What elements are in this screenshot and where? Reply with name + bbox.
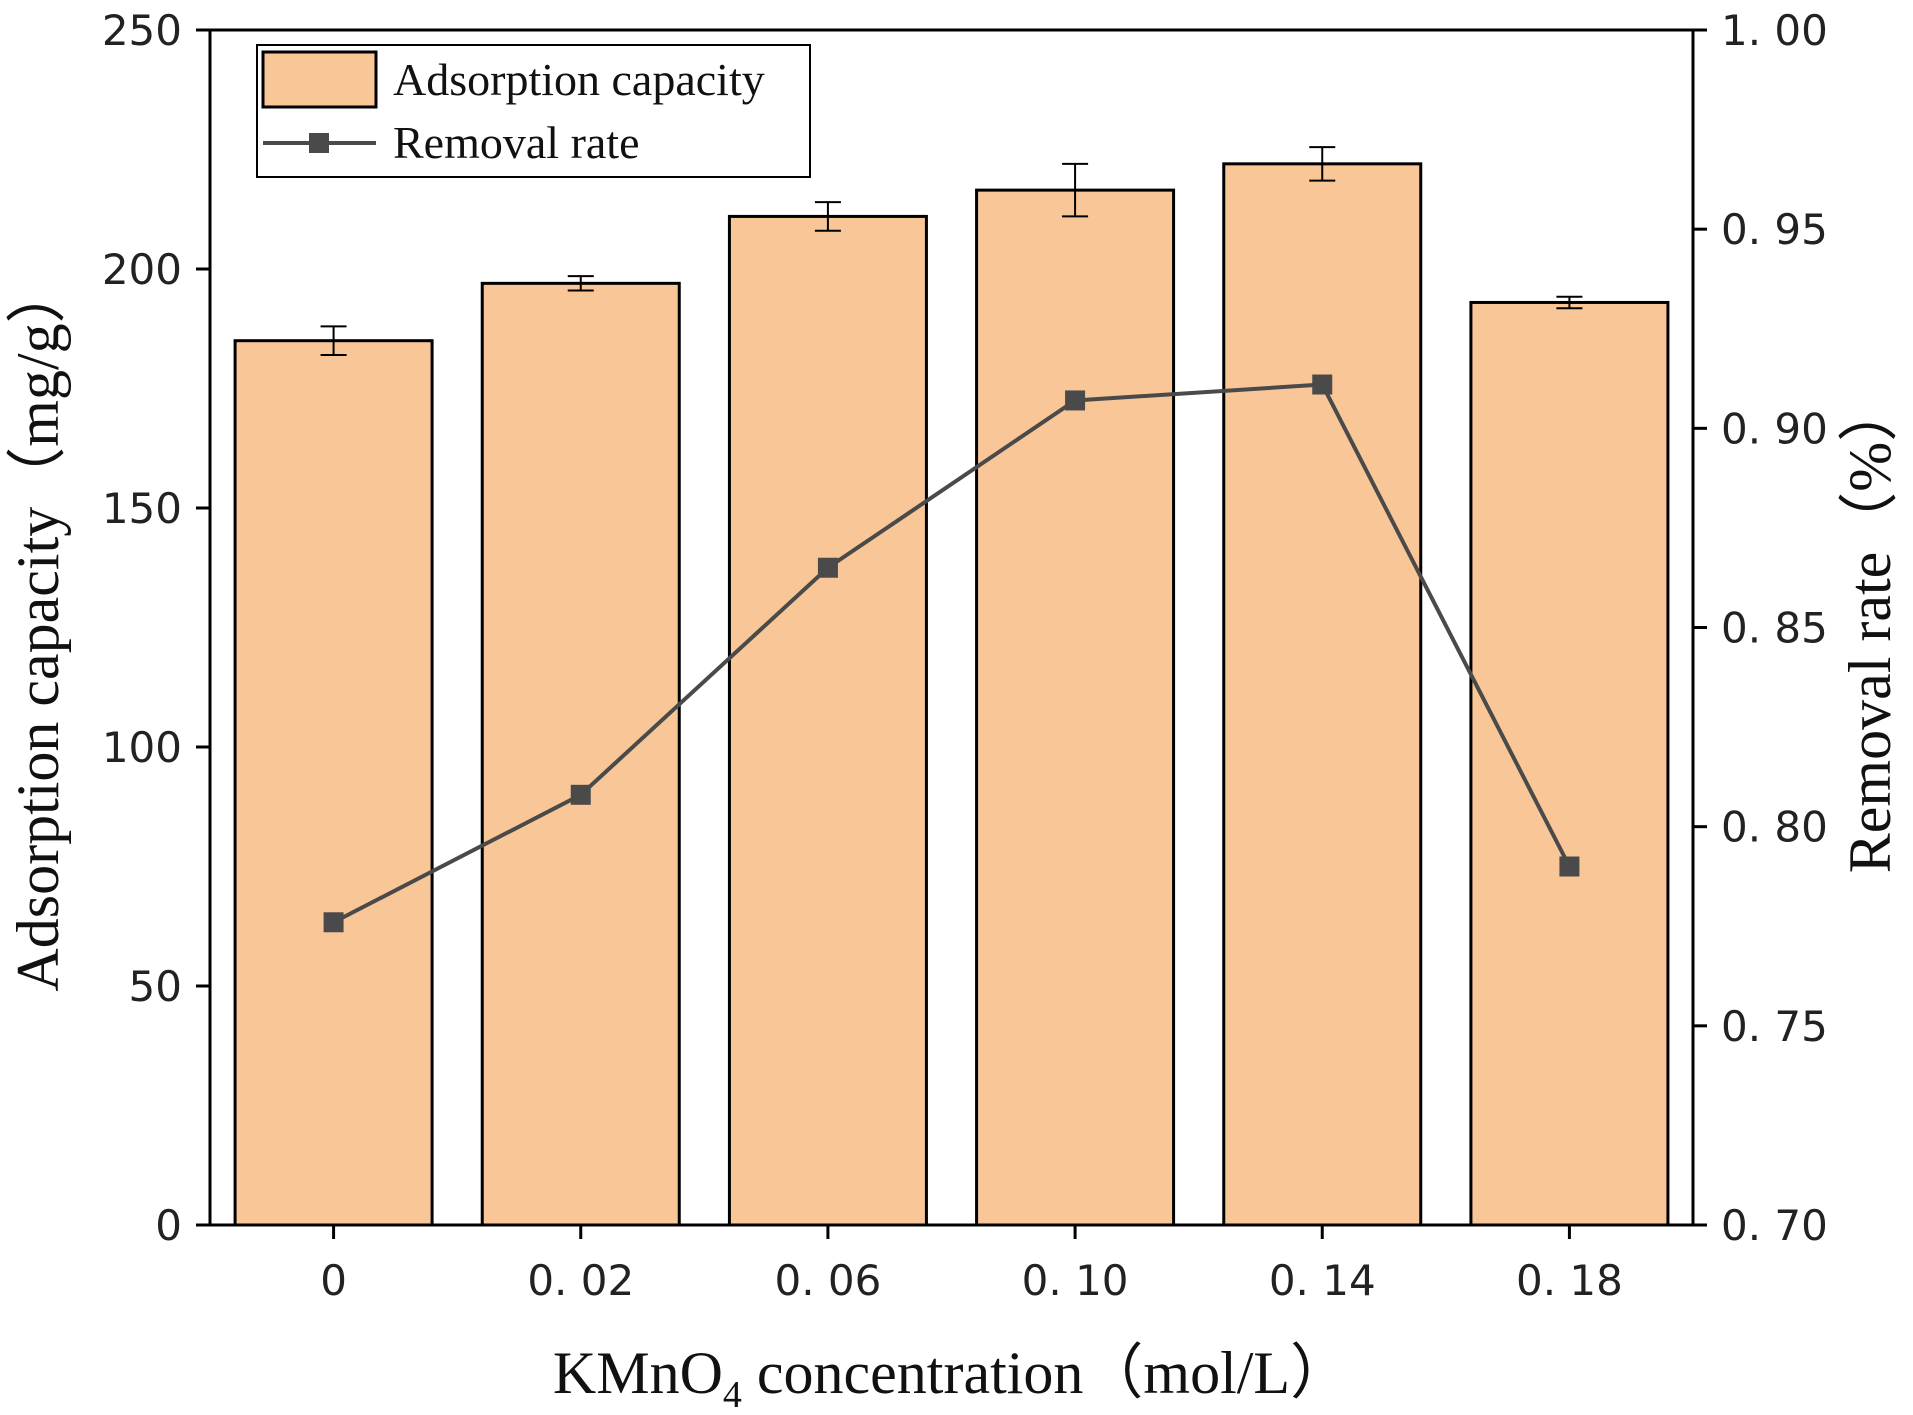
right-tick-label: 1. 00 xyxy=(1721,6,1828,55)
bar-0 xyxy=(233,339,434,1227)
right-tick-label: 0. 85 xyxy=(1721,604,1828,653)
right-y-axis: 0. 70 0. 75 0. 80 0. 85 0. 90 0. 95 1. 00 xyxy=(1693,6,1828,1250)
x-tick-label: 0. 10 xyxy=(1022,1256,1129,1305)
bar-1 xyxy=(480,281,681,1227)
right-tick-label: 0. 80 xyxy=(1721,803,1828,852)
y-left-axis-title: Adsorption capacity（mg/g） xyxy=(5,263,71,991)
left-tick-label: 200 xyxy=(102,245,182,294)
error-bars-layer xyxy=(320,146,1583,357)
removal-rate-point-5 xyxy=(1559,856,1580,877)
y-right-axis-title: Removal rate（%） xyxy=(1837,382,1903,874)
error-bar-2 xyxy=(814,201,841,232)
legend-swatch-removal-marker xyxy=(309,133,329,153)
removal-rate-line xyxy=(332,382,1572,925)
x-tick-label: 0 xyxy=(320,1256,347,1305)
right-tick-label: 0. 90 xyxy=(1721,404,1828,453)
bar-4 xyxy=(1222,162,1423,1227)
bar-2 xyxy=(727,214,928,1227)
x-tick-label: 0. 18 xyxy=(1516,1256,1623,1305)
right-tick-label: 0. 95 xyxy=(1721,205,1828,254)
left-tick-label: 100 xyxy=(102,723,182,772)
legend-label-adsorption: Adsorption capacity xyxy=(393,54,765,105)
removal-rate-point-3 xyxy=(1065,390,1086,411)
removal-rate-point-4 xyxy=(1312,374,1333,395)
left-tick-label: 150 xyxy=(102,484,182,533)
left-y-axis: 0 50 100 150 200 250 xyxy=(102,6,210,1250)
x-axis: 0 0. 02 0. 06 0. 10 0. 14 0. 18 xyxy=(320,1225,1623,1305)
removal-rate-point-1 xyxy=(570,784,591,805)
removal-rate-point-2 xyxy=(817,557,838,578)
x-axis-title-subscript: 4 xyxy=(723,1374,742,1415)
x-axis-title: KMnO4 concentration（mol/L） xyxy=(553,1340,1350,1415)
error-bar-5 xyxy=(1556,295,1583,310)
left-tick-label: 0 xyxy=(155,1201,182,1250)
removal-rate-layer xyxy=(323,374,1580,933)
legend: Adsorption capacity Removal rate xyxy=(256,44,811,178)
removal-rate-point-0 xyxy=(323,912,344,933)
x-axis-title-rest: concentration（mol/L） xyxy=(742,1340,1350,1406)
error-bar-4 xyxy=(1309,146,1336,182)
x-axis-title-main: KMnO xyxy=(553,1340,723,1406)
error-bar-0 xyxy=(320,325,347,357)
error-bar-1 xyxy=(567,275,594,292)
bar-5 xyxy=(1469,300,1670,1227)
bar-3 xyxy=(975,188,1176,1227)
x-tick-label: 0. 02 xyxy=(527,1256,634,1305)
left-tick-label: 50 xyxy=(129,962,182,1011)
right-tick-label: 0. 70 xyxy=(1721,1201,1828,1250)
right-tick-label: 0. 75 xyxy=(1721,1002,1828,1051)
x-tick-label: 0. 06 xyxy=(774,1256,881,1305)
legend-label-removal: Removal rate xyxy=(393,117,640,168)
legend-swatch-adsorption xyxy=(261,50,378,109)
x-tick-label: 0. 14 xyxy=(1269,1256,1376,1305)
error-bar-3 xyxy=(1062,162,1089,218)
left-tick-label: 250 xyxy=(102,6,182,55)
bars-layer xyxy=(233,162,1670,1227)
